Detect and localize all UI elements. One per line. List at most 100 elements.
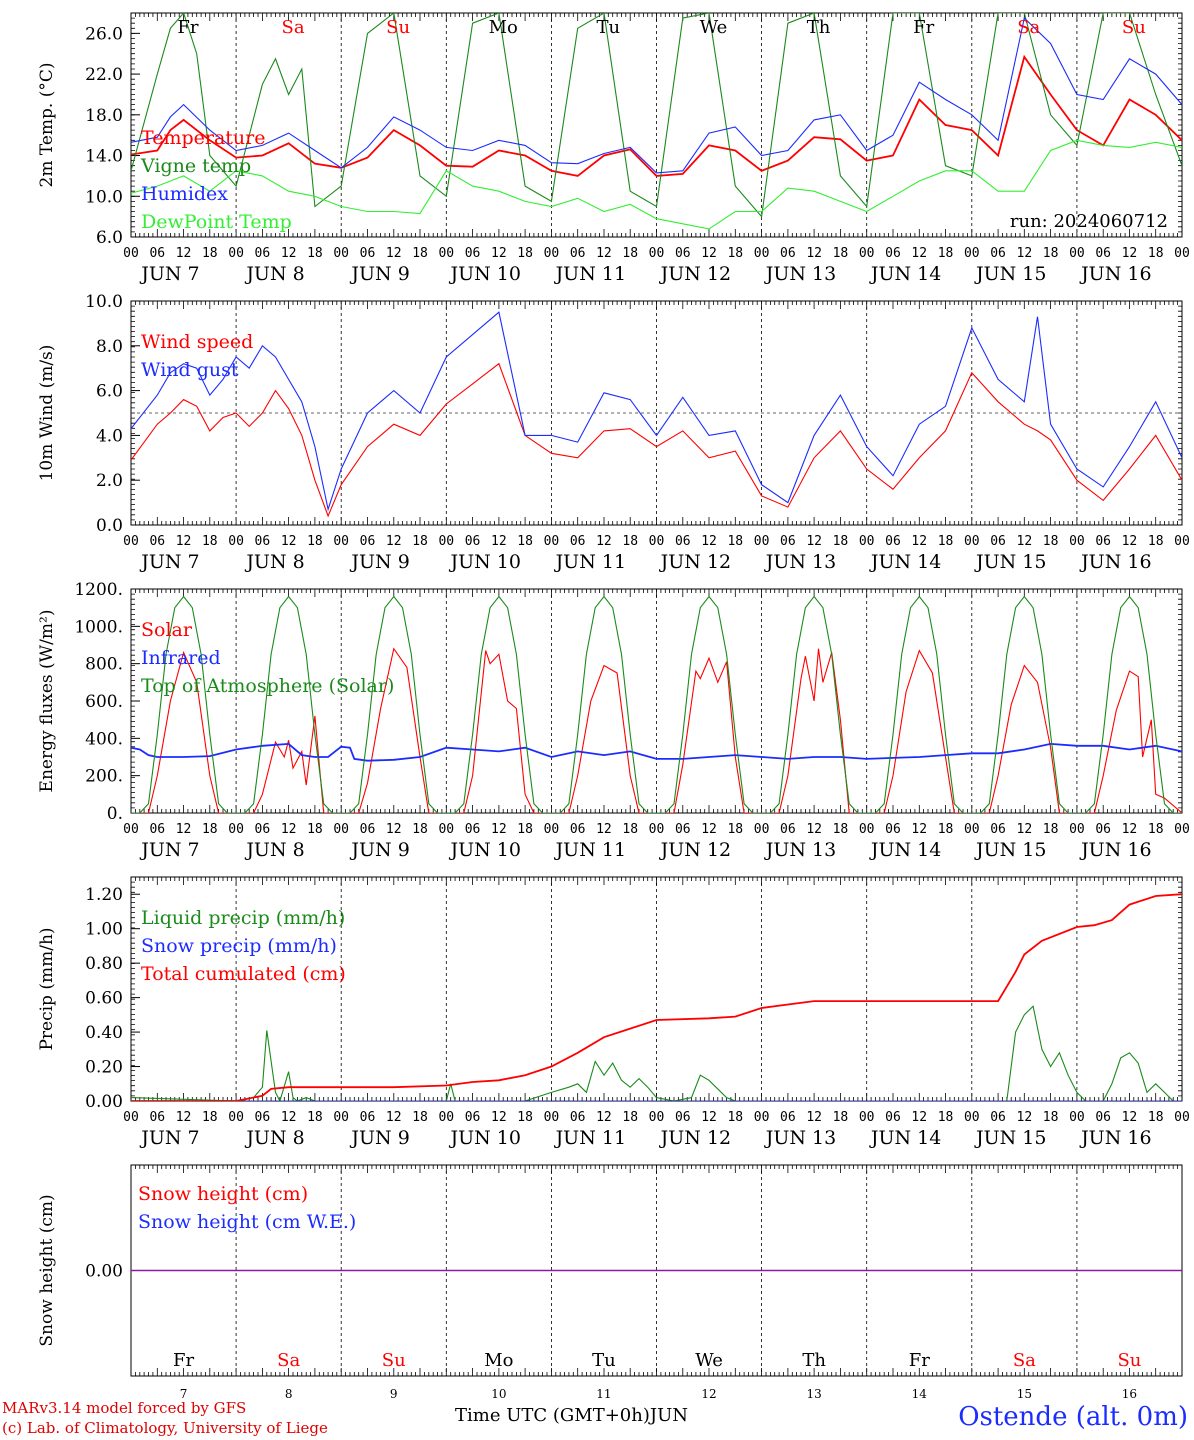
legend-entry: Liquid precip (mm/h): [141, 907, 345, 929]
y-tick-label: 1000.: [74, 617, 123, 637]
hour-tick-label: 18: [727, 1110, 743, 1125]
hour-tick-label: 12: [596, 246, 612, 261]
hour-tick-label: 00: [228, 822, 244, 837]
hour-tick-label: 12: [1122, 822, 1138, 837]
day-label: JUN 7: [139, 263, 199, 285]
hour-tick-label: 12: [806, 534, 822, 549]
y-tick-label: 6.0: [96, 228, 123, 248]
hour-tick-label: 18: [517, 822, 533, 837]
legend-entry: Vigne temp: [140, 155, 251, 177]
hour-tick-label: 06: [990, 822, 1006, 837]
hour-tick-label: 18: [622, 246, 638, 261]
legend-entry: Total cumulated (cm): [141, 963, 346, 985]
weekday-label: Fr: [177, 17, 198, 38]
hour-tick-label: 18: [1148, 246, 1164, 261]
day-label: JUN 7: [139, 839, 199, 861]
hour-tick-label: 18: [1043, 822, 1059, 837]
hour-tick-label: 12: [281, 534, 297, 549]
hour-tick-label: 06: [780, 822, 796, 837]
day-label: JUN 8: [244, 1127, 304, 1149]
hour-tick-label: 00: [859, 246, 875, 261]
hour-tick-label: 18: [202, 822, 218, 837]
time-axis-label: Time UTC (GMT+0h)JUN: [455, 1405, 688, 1426]
hour-tick-label: 00: [964, 534, 980, 549]
hour-tick-label: 00: [544, 822, 560, 837]
hour-tick-label: 00: [964, 246, 980, 261]
y-minor-ticks: [131, 588, 1182, 814]
day-label: JUN 13: [764, 839, 836, 861]
hour-tick-label: 00: [438, 534, 454, 549]
hour-tick-label: 06: [675, 822, 691, 837]
hour-tick-label: 00: [754, 246, 770, 261]
day-label: JUN 14: [869, 551, 941, 573]
y-axis-label: 10m Wind (m/s): [37, 345, 57, 482]
day-label: JUN 12: [659, 263, 731, 285]
hour-tick-label: 06: [360, 822, 376, 837]
hour-tick-label: 06: [570, 1110, 586, 1125]
hour-tick-label: 06: [255, 246, 271, 261]
hour-tick-label: 00: [859, 534, 875, 549]
hour-tick-label: 12: [281, 1110, 297, 1125]
hour-tick-label: 06: [990, 534, 1006, 549]
series-line-temperature: [131, 54, 1182, 177]
weekday-label: Sa: [1017, 17, 1040, 38]
series-group: [131, 893, 1182, 1101]
y-tick-label: 0.80: [85, 954, 123, 974]
legend-entry: Wind speed: [141, 331, 253, 353]
y-tick-label: 26.0: [85, 24, 123, 44]
hour-tick-label: 00: [333, 822, 349, 837]
hour-tick-label: 00: [438, 1110, 454, 1125]
y-tick-label: 0.40: [85, 1023, 123, 1043]
day-label: JUN 13: [764, 551, 836, 573]
hour-tick-label: 12: [176, 1110, 192, 1125]
day-label: JUN 9: [349, 263, 409, 285]
bottom-weekday-label: Th: [802, 1350, 826, 1371]
y-tick-label: 600.: [85, 692, 123, 712]
hour-tick-label: 18: [833, 822, 849, 837]
hour-tick-label: 12: [491, 534, 507, 549]
legend-entry: Snow height (cm W.E.): [138, 1211, 356, 1233]
bottom-weekday-label: Su: [1117, 1350, 1141, 1371]
hour-tick-label: 06: [885, 1110, 901, 1125]
hour-tick-label: 00: [1174, 822, 1190, 837]
hour-tick-label: 18: [202, 246, 218, 261]
series-line-infrared: [131, 742, 1182, 762]
hour-tick-label: 12: [386, 1110, 402, 1125]
bottom-day-number: 7: [180, 1387, 188, 1401]
hour-tick-label: 12: [596, 534, 612, 549]
legend-entry: Snow precip (mm/h): [141, 935, 337, 957]
hour-tick-label: 18: [307, 246, 323, 261]
hour-tick-label: 18: [307, 1110, 323, 1125]
hour-tick-label: 00: [964, 1110, 980, 1125]
hour-tick-label: 00: [228, 1110, 244, 1125]
hour-tick-label: 18: [412, 534, 428, 549]
bottom-day-number: 11: [596, 1387, 611, 1401]
hour-tick-label: 00: [333, 246, 349, 261]
hour-tick-label: 12: [1122, 246, 1138, 261]
hour-tick-label: 12: [701, 1110, 717, 1125]
day-label: JUN 11: [554, 1127, 626, 1149]
hour-tick-label: 12: [911, 534, 927, 549]
hour-tick-label: 12: [1017, 534, 1033, 549]
weekday-label: Su: [386, 17, 410, 38]
y-tick-label: 10.0: [85, 292, 123, 312]
hour-tick-label: 12: [491, 822, 507, 837]
hour-tick-label: 12: [806, 822, 822, 837]
hour-tick-label: 06: [149, 822, 165, 837]
hour-tick-label: 00: [1174, 534, 1190, 549]
day-label: JUN 14: [869, 1127, 941, 1149]
hour-tick-label: 06: [570, 822, 586, 837]
hour-tick-label: 06: [255, 1110, 271, 1125]
hour-tick-label: 18: [202, 1110, 218, 1125]
hour-tick-label: 12: [911, 1110, 927, 1125]
hour-tick-label: 12: [701, 246, 717, 261]
day-label: JUN 16: [1079, 263, 1151, 285]
hour-tick-label: 06: [465, 822, 481, 837]
y-tick-label: 0.: [107, 804, 123, 824]
hour-tick-label: 18: [938, 1110, 954, 1125]
day-label: JUN 11: [554, 551, 626, 573]
bottom-weekday-label: Fr: [173, 1350, 194, 1371]
day-label: JUN 8: [244, 263, 304, 285]
hour-tick-label: 12: [596, 1110, 612, 1125]
hour-tick-label: 06: [570, 246, 586, 261]
